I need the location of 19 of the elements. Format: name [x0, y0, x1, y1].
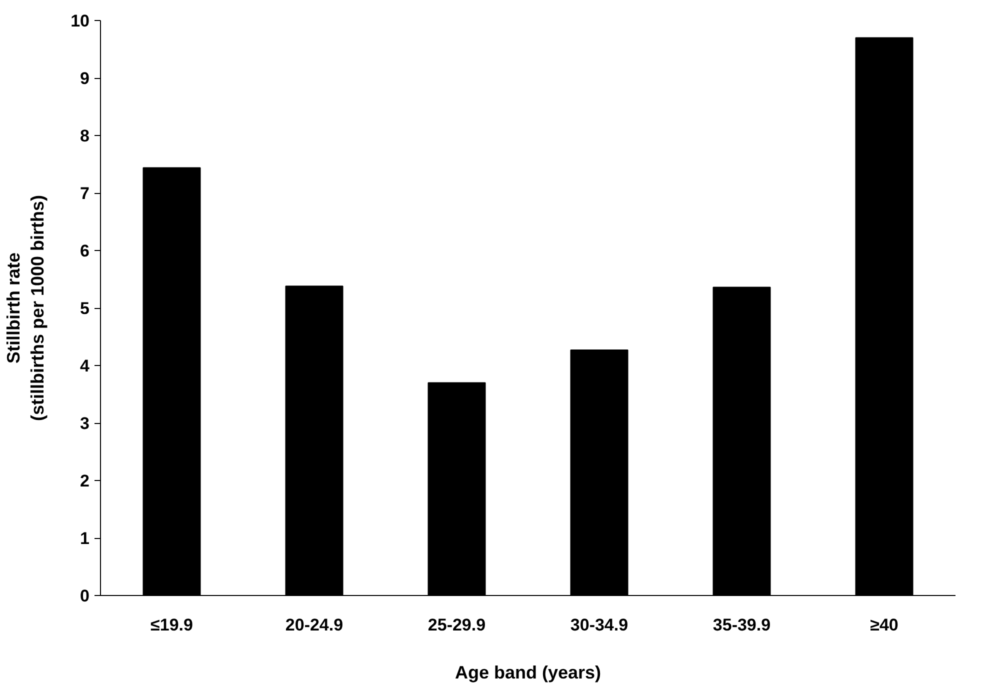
y-tick-label: 10 — [70, 12, 90, 30]
x-axis-title: Age band (years) — [454, 662, 602, 682]
x-tick-label: 20-24.9 — [285, 616, 344, 634]
y-tick-label: 7 — [80, 184, 90, 203]
y-tick-label: 8 — [80, 126, 90, 146]
x-tick-label: 25-29.9 — [428, 616, 486, 634]
y-tick-label: 3 — [80, 414, 90, 433]
y-axis-title: Stillbirth rate (stillbirths per 1000 births) — [4, 194, 48, 422]
x-tick-label: 30-34.9 — [570, 616, 628, 634]
y-tick-label: 0 — [80, 586, 90, 606]
y-tick-label: 4 — [80, 356, 90, 376]
y-tick-label: 1 — [80, 529, 90, 548]
y-tick-label: 2 — [80, 472, 90, 490]
y-tick-label: 5 — [80, 299, 90, 318]
x-tick-label: 35-39.9 — [712, 616, 771, 634]
y-tick-label: 9 — [80, 69, 90, 88]
x-tick-label: ≤19.9 — [150, 616, 193, 634]
y-tick-label: 6 — [80, 242, 90, 260]
x-tick-label: ≥40 — [870, 616, 898, 634]
